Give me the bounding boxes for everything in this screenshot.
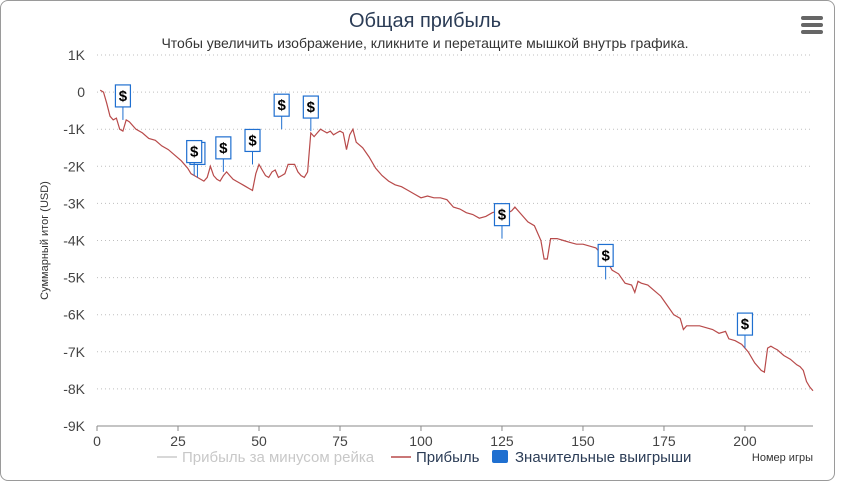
x-tick-label: 125 bbox=[490, 433, 514, 449]
flag-label: $ bbox=[119, 88, 128, 105]
big-win-flag: $ bbox=[215, 136, 232, 172]
big-win-flag: $ bbox=[186, 139, 203, 176]
y-tick-label: -7K bbox=[63, 344, 85, 360]
x-tick-label: 150 bbox=[571, 433, 595, 449]
big-win-flag: $ bbox=[302, 95, 319, 132]
flag-box bbox=[302, 95, 319, 119]
y-tick-label: -6K bbox=[63, 307, 85, 323]
big-win-flag: $ bbox=[597, 243, 614, 280]
big-win-flag: $ bbox=[273, 93, 290, 130]
hamburger-menu-icon[interactable] bbox=[797, 14, 827, 38]
y-tick-label: -5K bbox=[63, 270, 85, 286]
legend-label-profit: Прибыль bbox=[416, 449, 480, 466]
y-tick-label: -4K bbox=[63, 233, 85, 249]
flag-label: $ bbox=[741, 316, 750, 333]
big-win-flag: $ bbox=[114, 84, 132, 120]
legend-item-profit[interactable]: Прибыль bbox=[391, 449, 480, 466]
legend-item-rake[interactable]: Прибыль за минусом рейка bbox=[157, 449, 375, 466]
x-tick-label: 100 bbox=[409, 433, 433, 449]
flags-layer: $$$$$$$$$$ bbox=[114, 84, 754, 349]
flag-label: $ bbox=[277, 97, 286, 114]
flag-label: $ bbox=[601, 247, 610, 264]
y-axis-ticks: 1K 0 -1K -2K -3K -4K -5K -6K -7K -8K -9K bbox=[63, 47, 85, 434]
legend-label-big-wins: Значительные выигрыши bbox=[515, 449, 691, 466]
x-tick-label: 75 bbox=[332, 433, 348, 449]
flag-label: $ bbox=[190, 144, 199, 161]
y-axis-label: Суммарный итог (USD) bbox=[39, 181, 51, 300]
big-win-flag: $ bbox=[244, 128, 261, 165]
y-tick-label: -9K bbox=[63, 418, 85, 434]
x-tick-label: 25 bbox=[170, 433, 186, 449]
chart-subtitle: Чтобы увеличить изображение, кликните и … bbox=[161, 35, 689, 51]
flag-box bbox=[186, 139, 203, 164]
y-tick-label: -3K bbox=[63, 195, 85, 211]
flag-box bbox=[493, 203, 511, 227]
y-tick-label: -1K bbox=[63, 121, 85, 137]
x-tick-label: 0 bbox=[93, 433, 101, 449]
x-axis-ticks: 0 25 50 75 100 125 150 175 200 bbox=[93, 426, 757, 449]
grid-lines bbox=[97, 54, 813, 390]
series-line-profit bbox=[99, 89, 814, 392]
big-win-flag: $ bbox=[736, 312, 754, 349]
flag-box bbox=[736, 312, 754, 336]
flag-box bbox=[114, 84, 132, 108]
flag-box bbox=[244, 128, 261, 153]
legend-swatch-big-wins bbox=[492, 450, 508, 463]
legend-label-rake: Прибыль за минусом рейка bbox=[182, 449, 375, 466]
y-tick-label: 1K bbox=[68, 47, 86, 63]
x-axis-label: Номер игры bbox=[752, 452, 813, 464]
x-tick-label: 175 bbox=[652, 433, 676, 449]
y-tick-label: 0 bbox=[77, 84, 85, 100]
legend-item-big-wins[interactable]: Значительные выигрыши bbox=[492, 449, 691, 466]
flag-box bbox=[215, 136, 232, 160]
x-tick-label: 200 bbox=[733, 433, 757, 449]
chart-title: Общая прибыль bbox=[348, 10, 502, 32]
flag-label: $ bbox=[219, 140, 228, 157]
series-layer bbox=[99, 89, 814, 392]
flag-label: $ bbox=[498, 207, 507, 224]
flag-label: $ bbox=[307, 99, 316, 116]
flag-box bbox=[597, 243, 614, 268]
flag-box bbox=[273, 93, 290, 117]
legend: Прибыль за минусом рейка Прибыль Значите… bbox=[157, 449, 691, 466]
x-tick-label: 50 bbox=[251, 433, 267, 449]
big-win-flag: $ bbox=[493, 203, 511, 239]
y-tick-label: -2K bbox=[63, 158, 85, 174]
y-tick-label: -8K bbox=[63, 381, 85, 397]
flag-label: $ bbox=[248, 132, 257, 149]
